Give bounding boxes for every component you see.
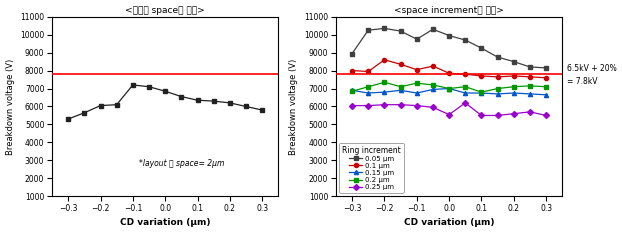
0.1 μm <box>364 70 372 73</box>
0.2 μm <box>348 90 356 93</box>
0.15 μm <box>445 87 453 90</box>
0.1 μm <box>462 73 469 75</box>
0.05 μm <box>542 66 550 69</box>
Line: 0.1 μm: 0.1 μm <box>350 58 548 80</box>
Line: 0.2 μm: 0.2 μm <box>350 80 548 94</box>
0.05 μm <box>445 34 453 37</box>
Line: 0.25 μm: 0.25 μm <box>350 101 548 117</box>
0.2 μm <box>494 87 501 90</box>
Y-axis label: Breakdown voltage (V): Breakdown voltage (V) <box>6 58 14 155</box>
Text: 6.5kV + 20%: 6.5kV + 20% <box>567 64 616 73</box>
0.15 μm <box>526 93 534 95</box>
0.25 μm <box>348 104 356 107</box>
Line: 0.15 μm: 0.15 μm <box>350 86 548 97</box>
0.25 μm <box>413 104 420 107</box>
0.1 μm <box>381 58 388 61</box>
0.15 μm <box>381 91 388 93</box>
Text: = 7.8kV: = 7.8kV <box>567 77 597 86</box>
0.05 μm <box>413 38 420 41</box>
0.25 μm <box>494 114 501 117</box>
0.2 μm <box>542 85 550 88</box>
0.05 μm <box>478 47 485 50</box>
0.25 μm <box>397 103 404 106</box>
0.25 μm <box>542 114 550 117</box>
Legend: 0.05 μm, 0.1 μm, 0.15 μm, 0.2 μm, 0.25 μm: 0.05 μm, 0.1 μm, 0.15 μm, 0.2 μm, 0.25 μ… <box>340 143 404 193</box>
0.2 μm <box>478 91 485 93</box>
0.2 μm <box>413 82 420 85</box>
Title: <등간격 space인 경우>: <등간격 space인 경우> <box>125 6 205 14</box>
0.2 μm <box>364 85 372 88</box>
0.05 μm <box>364 29 372 32</box>
X-axis label: CD variation (μm): CD variation (μm) <box>404 219 494 227</box>
0.2 μm <box>445 87 453 90</box>
0.15 μm <box>510 92 518 94</box>
0.15 μm <box>413 92 420 94</box>
0.25 μm <box>526 110 534 113</box>
Title: <space increment인 경우>: <space increment인 경우> <box>394 6 504 14</box>
0.1 μm <box>429 65 437 68</box>
0.25 μm <box>381 103 388 106</box>
0.25 μm <box>429 106 437 109</box>
0.05 μm <box>526 66 534 69</box>
0.1 μm <box>413 68 420 71</box>
0.15 μm <box>462 92 469 94</box>
0.05 μm <box>381 27 388 30</box>
0.2 μm <box>462 85 469 88</box>
0.1 μm <box>494 75 501 78</box>
0.05 μm <box>494 56 501 58</box>
0.25 μm <box>478 114 485 117</box>
0.2 μm <box>381 81 388 84</box>
0.15 μm <box>494 93 501 95</box>
0.1 μm <box>478 75 485 77</box>
0.1 μm <box>542 76 550 79</box>
Line: 0.05 μm: 0.05 μm <box>350 26 548 70</box>
X-axis label: CD variation (μm): CD variation (μm) <box>120 219 210 227</box>
0.1 μm <box>348 69 356 72</box>
0.25 μm <box>364 104 372 107</box>
0.25 μm <box>462 102 469 104</box>
0.2 μm <box>397 85 404 88</box>
0.2 μm <box>429 84 437 86</box>
0.2 μm <box>510 85 518 88</box>
0.1 μm <box>510 75 518 77</box>
0.2 μm <box>526 84 534 87</box>
0.25 μm <box>445 113 453 116</box>
Y-axis label: Breakdown voltage (V): Breakdown voltage (V) <box>289 58 299 155</box>
0.05 μm <box>462 39 469 41</box>
0.15 μm <box>348 89 356 92</box>
0.05 μm <box>429 28 437 31</box>
0.15 μm <box>397 89 404 92</box>
0.15 μm <box>478 92 485 94</box>
0.15 μm <box>364 92 372 94</box>
0.15 μm <box>542 93 550 96</box>
0.1 μm <box>445 72 453 75</box>
0.1 μm <box>526 75 534 78</box>
0.05 μm <box>397 30 404 32</box>
0.05 μm <box>348 52 356 55</box>
0.1 μm <box>397 63 404 66</box>
0.15 μm <box>429 88 437 91</box>
Text: *layout 상 space= 2μm: *layout 상 space= 2μm <box>139 159 224 168</box>
0.05 μm <box>510 60 518 63</box>
0.25 μm <box>510 112 518 115</box>
